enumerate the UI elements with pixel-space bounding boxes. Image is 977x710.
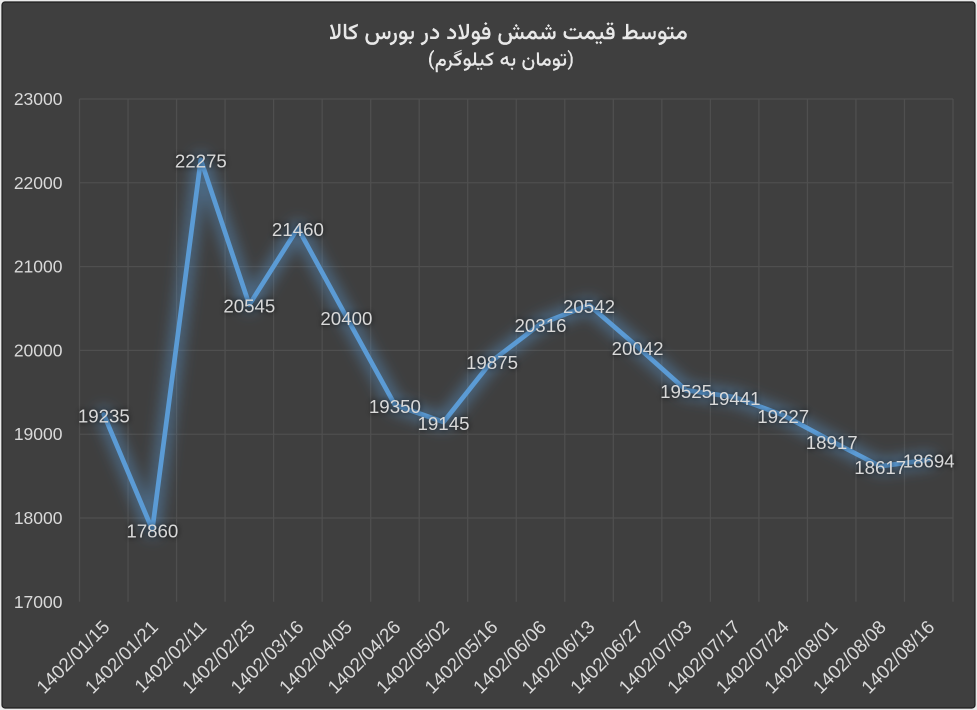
svg-text:17000: 17000 [14, 592, 63, 612]
svg-text:19227: 19227 [757, 406, 809, 427]
svg-text:19875: 19875 [466, 352, 518, 373]
svg-text:20042: 20042 [612, 338, 664, 359]
svg-text:17860: 17860 [126, 521, 178, 542]
svg-text:20545: 20545 [223, 296, 275, 317]
svg-text:19441: 19441 [709, 388, 761, 409]
svg-text:19350: 19350 [369, 396, 421, 417]
svg-text:19350: 19350 [369, 396, 421, 417]
svg-text:22275: 22275 [175, 151, 227, 172]
svg-text:19525: 19525 [660, 381, 712, 402]
svg-text:21460: 21460 [272, 219, 324, 240]
svg-text:22000: 22000 [14, 173, 63, 193]
svg-text:23000: 23000 [14, 89, 63, 109]
svg-text:19145: 19145 [418, 413, 470, 434]
svg-text:20042: 20042 [612, 338, 664, 359]
svg-text:18694: 18694 [903, 451, 955, 472]
svg-text:21460: 21460 [272, 219, 324, 240]
svg-text:18917: 18917 [806, 432, 858, 453]
svg-text:19000: 19000 [14, 424, 63, 444]
svg-text:20542: 20542 [563, 296, 615, 317]
svg-text:20400: 20400 [320, 308, 372, 329]
svg-text:20545: 20545 [223, 296, 275, 317]
svg-text:20400: 20400 [320, 308, 372, 329]
svg-text:20316: 20316 [515, 315, 567, 336]
svg-text:18617: 18617 [854, 457, 906, 478]
svg-text:21000: 21000 [14, 257, 63, 277]
svg-text:20542: 20542 [563, 296, 615, 317]
svg-text:22275: 22275 [175, 151, 227, 172]
svg-text:19525: 19525 [660, 381, 712, 402]
svg-text:19235: 19235 [78, 405, 130, 426]
svg-text:18000: 18000 [14, 508, 63, 528]
svg-text:19875: 19875 [466, 352, 518, 373]
svg-text:18617: 18617 [854, 457, 906, 478]
svg-text:19227: 19227 [757, 406, 809, 427]
svg-text:19441: 19441 [709, 388, 761, 409]
svg-text:20000: 20000 [14, 340, 63, 360]
svg-text:19235: 19235 [78, 405, 130, 426]
svg-text:20316: 20316 [515, 315, 567, 336]
svg-text:19145: 19145 [418, 413, 470, 434]
svg-text:18694: 18694 [903, 451, 955, 472]
svg-text:17860: 17860 [126, 521, 178, 542]
svg-text:18917: 18917 [806, 432, 858, 453]
